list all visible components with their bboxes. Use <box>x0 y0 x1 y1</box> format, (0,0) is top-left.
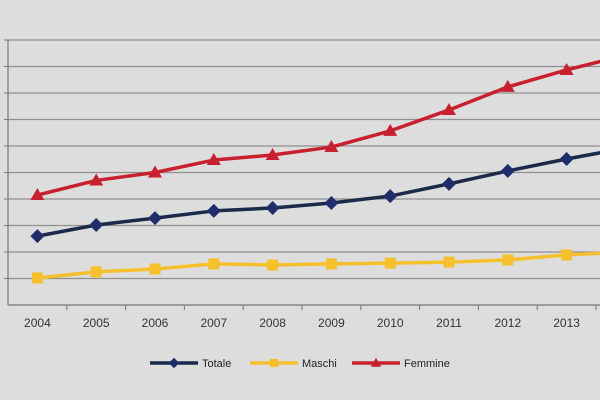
data-point-triangle <box>370 357 382 367</box>
x-tick-label: 2010 <box>377 316 404 330</box>
data-point-square <box>267 259 279 271</box>
data-point-square <box>149 263 161 275</box>
legend-label: Maschi <box>302 358 337 370</box>
data-point-diamond <box>89 217 104 232</box>
data-point-diamond <box>206 203 221 218</box>
x-tick-label: 2004 <box>24 316 51 330</box>
data-point-square <box>325 258 337 270</box>
legend-item-femmine: Femmine <box>352 357 450 370</box>
x-tick-label: 2008 <box>259 316 286 330</box>
series-femmine <box>30 59 600 201</box>
x-tick-label: 2009 <box>318 316 345 330</box>
legend-label: Totale <box>202 358 231 370</box>
data-point-triangle <box>206 153 221 166</box>
axes: 2004 2005 2006 2007 2008 2009 2010 2011 2012 2013… <box>4 39 600 330</box>
series-line <box>37 151 600 238</box>
data-point-triangle <box>89 173 104 186</box>
data-point-diamond <box>500 163 515 178</box>
data-point-square <box>443 256 455 268</box>
data-point-triangle <box>383 123 398 136</box>
legend-item-maschi: Maschi <box>250 358 337 370</box>
data-point-square <box>502 254 514 266</box>
data-point-triangle <box>148 165 162 178</box>
series-line <box>36 59 600 197</box>
data-point-square <box>90 266 102 278</box>
data-point-square <box>561 249 573 261</box>
data-point-diamond <box>383 189 398 204</box>
series-group <box>30 59 600 284</box>
data-point-square <box>31 272 43 284</box>
data-point-square <box>208 258 220 270</box>
gridlines <box>8 39 600 280</box>
legend-label: Femmine <box>404 358 450 370</box>
data-point-square <box>269 358 279 368</box>
x-tick-label: 2013 <box>553 316 580 330</box>
x-tick-label: 2006 <box>142 316 169 330</box>
data-point-triangle <box>30 188 45 201</box>
series-line <box>37 251 600 280</box>
data-point-diamond <box>30 229 45 244</box>
x-tick-label: 2007 <box>200 316 227 330</box>
data-point-diamond <box>148 211 162 226</box>
data-point-diamond <box>442 176 456 191</box>
data-point-triangle <box>500 79 515 92</box>
data-point-diamond <box>265 201 280 216</box>
series-maschi <box>31 249 600 284</box>
x-tick-label: 2005 <box>83 316 110 330</box>
data-point-diamond <box>559 151 574 166</box>
data-point-triangle <box>559 62 574 75</box>
data-point-diamond <box>324 195 339 210</box>
series-totale <box>30 151 600 244</box>
legend: Totale Maschi Femmine <box>150 357 450 370</box>
legend-item-totale: Totale <box>150 357 231 370</box>
data-point-triangle <box>442 102 456 115</box>
data-point-triangle <box>324 140 339 153</box>
data-point-triangle <box>265 148 280 161</box>
data-point-diamond <box>168 357 180 369</box>
data-point-square <box>384 257 396 269</box>
x-tick-label: 2012 <box>494 316 521 330</box>
x-tick-label: 2011 <box>436 316 462 330</box>
